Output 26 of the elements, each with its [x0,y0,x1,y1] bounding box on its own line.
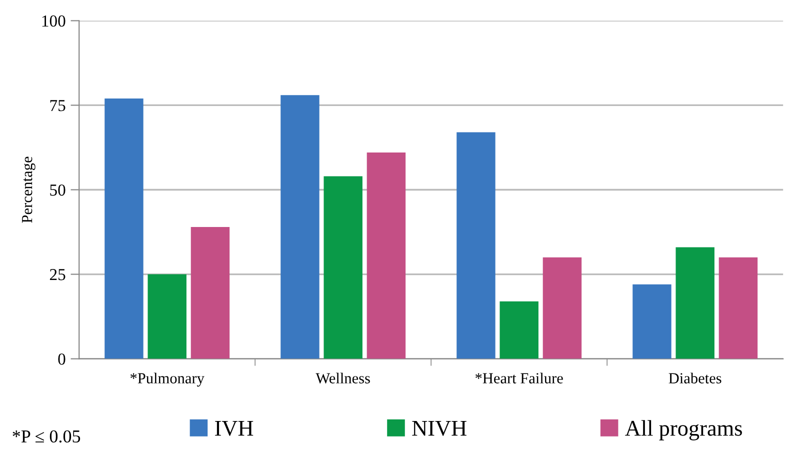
legend-label: IVH [215,421,254,436]
bar [104,98,144,359]
legend-label: NIVH [412,421,466,436]
bar [500,301,538,359]
y-axis-title: Percentage [22,156,36,223]
x-tick-label: Diabetes [668,372,722,384]
y-tick-label: 75 [50,100,66,112]
y-tick-label: 50 [50,184,66,196]
bar [366,152,406,359]
y-tick-label: 100 [42,15,66,27]
x-tick-label: *Heart Failure [476,372,563,384]
bar [718,257,758,359]
x-tick-label: Wellness [316,372,370,384]
legend-label: All programs [625,420,742,440]
y-tick-label: 25 [50,269,66,280]
bar [632,284,672,359]
bar [190,226,230,359]
text: *P ≤ 0.05 [12,430,80,443]
bar [324,176,362,359]
bar [456,132,496,359]
bar [542,257,582,359]
bar [280,95,320,359]
x-tick-label: *Pulmonary [130,372,204,387]
y-tick-label: 0 [58,354,66,365]
bar [148,274,186,359]
bar [676,247,714,359]
